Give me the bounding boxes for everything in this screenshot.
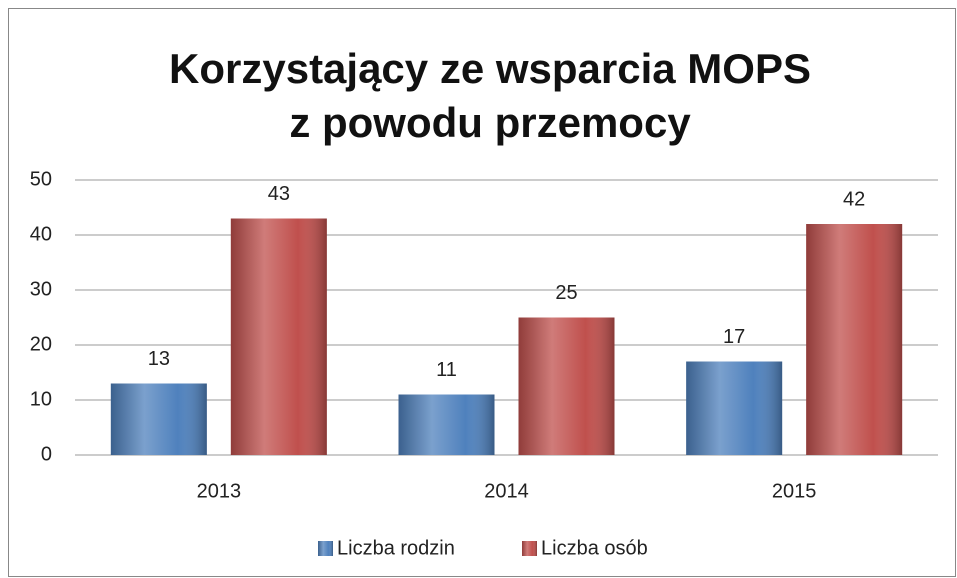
y-tick-label: 0 <box>41 443 52 465</box>
chart-title: z powodu przemocy <box>289 99 691 146</box>
x-tick-label: 2013 <box>197 480 242 502</box>
bar <box>686 361 783 455</box>
legend-swatch-shine <box>318 541 333 556</box>
value-label: 13 <box>148 348 170 370</box>
bar <box>398 394 495 455</box>
chart-border <box>8 8 956 577</box>
x-tick-label: 2014 <box>484 480 529 502</box>
value-label: 17 <box>723 326 745 348</box>
chart-title: Korzystający ze wsparcia MOPS <box>169 45 811 92</box>
bar <box>110 383 207 455</box>
value-label: 42 <box>843 188 865 210</box>
y-tick-label: 30 <box>30 278 52 300</box>
y-tick-label: 40 <box>30 223 52 245</box>
y-tick-label: 20 <box>30 333 52 355</box>
legend-swatch-shine <box>522 541 537 556</box>
value-label: 11 <box>436 359 457 381</box>
legend-label: Liczba osób <box>541 537 648 559</box>
y-tick-label: 10 <box>30 388 52 410</box>
legend-label: Liczba rodzin <box>337 537 455 559</box>
bar <box>806 224 903 455</box>
bar <box>230 218 327 455</box>
value-label: 43 <box>268 183 290 205</box>
value-label: 25 <box>555 282 577 304</box>
y-tick-label: 50 <box>30 168 52 190</box>
bar <box>518 317 615 455</box>
x-tick-label: 2015 <box>772 480 817 502</box>
